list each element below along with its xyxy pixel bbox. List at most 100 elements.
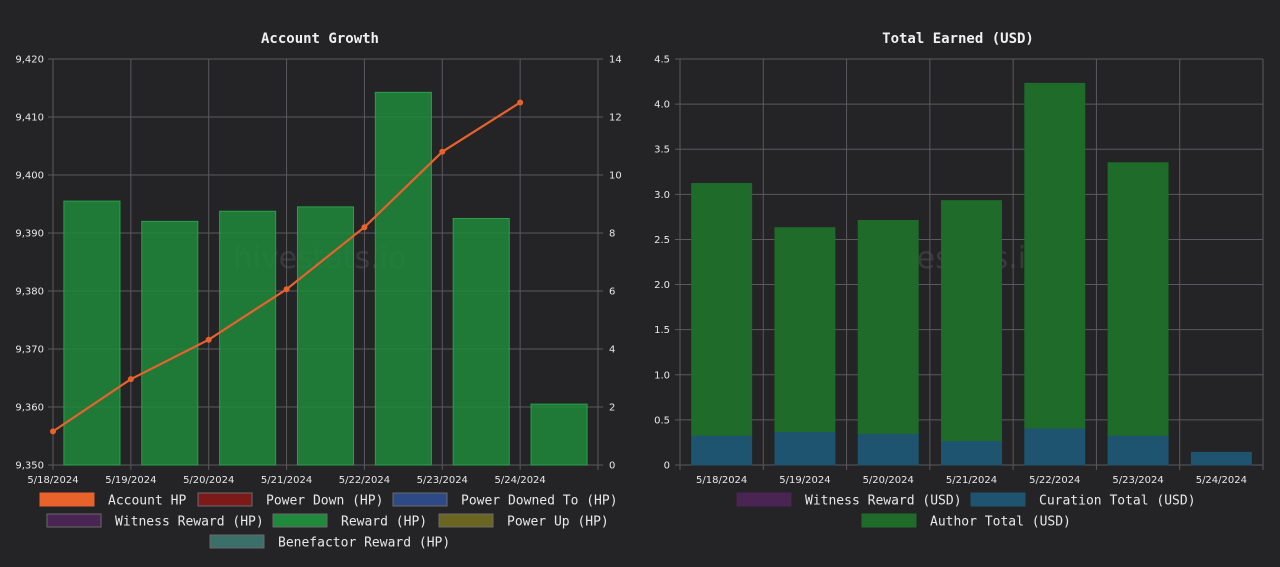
account-hp-point	[517, 99, 524, 106]
total-earned-title: Total Earned (USD)	[882, 31, 1034, 47]
account-hp-point	[205, 336, 212, 343]
y-right-tick-label: 12	[609, 113, 622, 124]
author-total-usd-label: Author Total (USD)	[930, 515, 1071, 530]
reward-hp-swatch	[272, 513, 328, 528]
power-up-hp-swatch	[438, 513, 494, 528]
witness-reward-hp-swatch	[46, 513, 102, 528]
account-growth-title: Account Growth	[261, 31, 379, 47]
reward-hp-bar	[63, 200, 121, 466]
y-right-tick-label: 0	[609, 461, 615, 472]
y-tick-label: 4.5	[654, 55, 670, 66]
account-hp-swatch	[39, 492, 95, 507]
author-total-usd-swatch	[861, 513, 917, 528]
x-tick-label: 5/22/2024	[339, 475, 390, 486]
curation-total-usd-bar	[774, 431, 836, 466]
benefactor-reward-hp-label: Benefactor Reward (HP)	[278, 536, 450, 551]
y-left-tick-label: 9,380	[15, 287, 44, 298]
curation-total-usd-bar	[1024, 427, 1086, 466]
curation-total-usd-swatch	[970, 492, 1026, 507]
legend-item-benefactor-reward-hp: Benefactor Reward (HP)	[209, 534, 450, 551]
reward-hp-bar	[530, 403, 588, 466]
reward-hp-bar	[452, 218, 510, 466]
curation-total-usd-bar	[857, 432, 919, 466]
y-left-tick-label: 9,410	[15, 113, 44, 124]
x-tick-label: 5/23/2024	[1112, 475, 1163, 486]
y-left-tick-label: 9,350	[15, 461, 44, 472]
legend-item-account-hp: Account HP	[39, 492, 186, 509]
y-right-tick-label: 8	[609, 229, 615, 240]
reward-hp-label: Reward (HP)	[341, 515, 427, 530]
legend-item-power-down-hp: Power Down (HP)	[197, 492, 383, 509]
curation-total-usd-bar	[1190, 451, 1252, 466]
account-growth-axes: 9,350 9,360 9,370 9,380 9,390 9,400 9,410 9,420…	[15, 55, 621, 487]
account-growth-bars	[63, 91, 588, 466]
power-downed-to-hp-swatch	[392, 492, 448, 507]
reward-hp-bar	[296, 206, 355, 466]
curation-total-usd-bar	[691, 434, 753, 466]
legend-item-power-up-hp: Power Up (HP)	[438, 513, 609, 530]
x-tick-label: 5/20/2024	[863, 475, 914, 486]
account-growth-chart: Account Growth hivestats.io 9,3509,3609,…	[15, 31, 621, 551]
legend-item-curation-total-usd: Curation Total (USD)	[970, 492, 1196, 509]
author-total-usd-bar	[774, 227, 836, 433]
reward-hp-bar	[219, 210, 277, 466]
x-tick-label: 5/23/2024	[417, 475, 468, 486]
author-total-usd-bar	[691, 183, 753, 436]
account-hp-point	[127, 376, 134, 383]
y-tick-label: 2.5	[654, 235, 670, 246]
y-left-tick-label: 9,360	[15, 403, 44, 414]
x-tick-label: 5/19/2024	[779, 475, 830, 486]
y-left-tick-label: 9,370	[15, 345, 44, 356]
y-tick-label: 1.0	[654, 370, 670, 381]
legend-item-reward-hp: Reward (HP)	[272, 513, 427, 530]
author-total-usd-bar	[1024, 82, 1086, 429]
x-tick-label: 5/19/2024	[105, 475, 156, 486]
benefactor-reward-hp-swatch	[209, 534, 265, 549]
curation-total-usd-bar	[1107, 434, 1169, 466]
legend-item-author-total-usd: Author Total (USD)	[861, 513, 1071, 530]
author-total-usd-bar	[941, 200, 1002, 442]
y-tick-label: 4.0	[654, 100, 670, 111]
total-earned-chart: Total Earned (USD) hivestats.io 00.51.01…	[654, 31, 1264, 530]
y-right-tick-label: 2	[609, 403, 615, 414]
account-hp-point	[361, 224, 368, 231]
power-down-hp-swatch	[197, 492, 253, 507]
x-tick-label: 5/22/2024	[1029, 475, 1080, 486]
author-total-usd-bar	[1107, 162, 1169, 436]
power-down-hp-label: Power Down (HP)	[266, 494, 383, 509]
legend-item-witness-reward-usd: Witness Reward (USD)	[736, 492, 962, 509]
reward-hp-bar	[374, 91, 432, 466]
account-hp-point	[283, 286, 290, 293]
witness-reward-hp-label: Witness Reward (HP)	[115, 515, 264, 530]
total-earned-bars	[691, 82, 1252, 466]
account-hp-label: Account HP	[108, 494, 186, 509]
x-tick-label: 5/24/2024	[495, 475, 546, 486]
y-tick-label: 3.0	[654, 190, 670, 201]
x-tick-label: 5/24/2024	[1196, 475, 1247, 486]
x-tick-label: 5/21/2024	[261, 475, 312, 486]
total-earned-axes: 0 0.5 1.0 1.5 2.0 2.5 3.0 3.5 4.0 4.5 5/18/2024 5/1…	[654, 55, 1247, 487]
y-right-tick-label: 6	[609, 287, 615, 298]
y-tick-label: 3.5	[654, 145, 670, 156]
reward-hp-bar	[141, 220, 199, 466]
y-right-tick-label: 10	[609, 171, 622, 182]
y-right-tick-label: 4	[609, 345, 615, 356]
power-downed-to-hp-label: Power Downed To (HP)	[461, 494, 618, 509]
account-growth-legend: Account HP Power Down (HP) Power Downed To…	[39, 492, 618, 551]
x-tick-label: 5/18/2024	[27, 475, 78, 486]
legend-item-witness-reward-hp: Witness Reward (HP)	[46, 513, 264, 530]
x-tick-label: 5/18/2024	[696, 475, 747, 486]
y-tick-label: 2.0	[654, 280, 670, 291]
account-hp-point	[50, 428, 56, 435]
y-tick-label: 0.5	[654, 415, 670, 426]
account-hp-line	[50, 99, 524, 435]
curation-total-usd-label: Curation Total (USD)	[1039, 494, 1196, 509]
y-left-tick-label: 9,420	[15, 55, 44, 66]
y-tick-label: 1.5	[654, 325, 670, 336]
author-total-usd-bar	[857, 219, 919, 434]
account-hp-point	[439, 148, 446, 155]
y-left-tick-label: 9,400	[15, 171, 44, 182]
power-up-hp-label: Power Up (HP)	[507, 515, 609, 530]
y-tick-label: 0	[664, 461, 670, 472]
